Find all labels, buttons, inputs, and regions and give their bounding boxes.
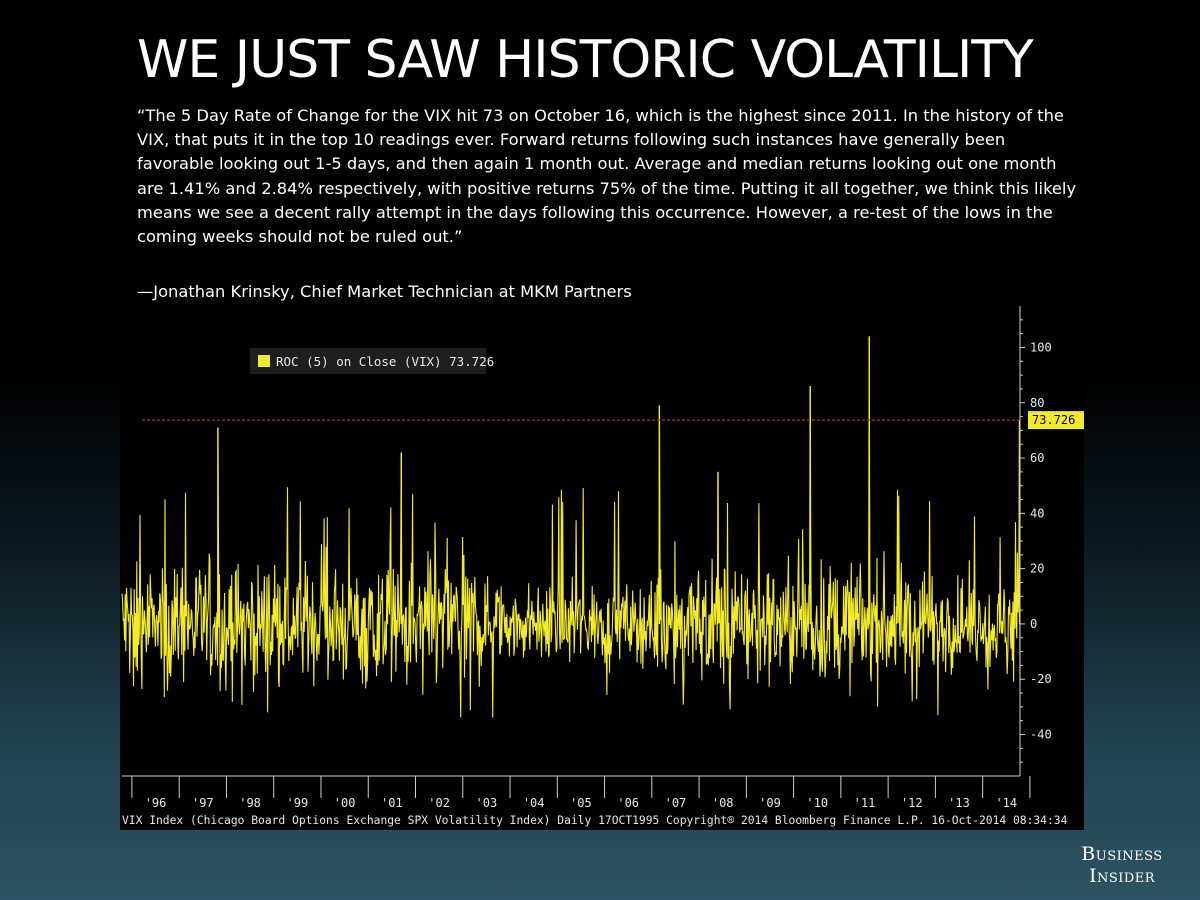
- roc-series-line: [121, 336, 1021, 718]
- x-tick-label: '14: [995, 796, 1017, 810]
- current-value-badge: 73.726: [1028, 411, 1084, 430]
- x-tick-label: '97: [192, 796, 214, 810]
- logo-text: Business Insider: [1081, 843, 1163, 887]
- x-tick-label: '13: [948, 796, 970, 810]
- x-tick-label: '00: [334, 796, 356, 810]
- x-tick-label: '01: [381, 796, 403, 810]
- quote-attribution: —Jonathan Krinsky, Chief Market Technici…: [137, 282, 632, 301]
- x-tick-label: '12: [901, 796, 923, 810]
- y-tick-label: -20: [1030, 672, 1052, 686]
- x-tick-label: '06: [617, 796, 639, 810]
- x-tick-label: '09: [759, 796, 781, 810]
- y-tick-label: 0: [1030, 617, 1037, 631]
- x-tick-label: '05: [570, 796, 592, 810]
- y-tick-label: 80: [1030, 396, 1044, 410]
- slide-title: WE JUST SAW HISTORIC VOLATILITY: [137, 30, 1034, 90]
- vix-roc-chart: 100 80 60 40 20 0 -20 -40 '96 '97 '98 '99 '00 '01 '02…: [120, 306, 1084, 830]
- legend-swatch: [258, 355, 270, 367]
- x-tick-label: '10: [806, 796, 828, 810]
- legend-label: ROC (5) on Close (VIX) 73.726: [276, 354, 494, 369]
- x-tick-label: '08: [712, 796, 734, 810]
- x-tick-label: '04: [523, 796, 545, 810]
- x-tick-label: '98: [239, 796, 261, 810]
- chart-canvas: 100 80 60 40 20 0 -20 -40 '96 '97 '98 '99 '00 '01 '02…: [121, 306, 1084, 827]
- y-tick-label: -40: [1030, 728, 1052, 742]
- y-tick-label: 40: [1030, 506, 1044, 520]
- x-tick-label: '11: [854, 796, 876, 810]
- x-tick-label: '02: [428, 796, 450, 810]
- y-tick-label: 60: [1030, 451, 1044, 465]
- x-tick-label: '99: [287, 796, 309, 810]
- legend: ROC (5) on Close (VIX) 73.726: [250, 348, 494, 374]
- x-tick-label: '03: [476, 796, 498, 810]
- x-axis: '96 '97 '98 '99 '00 '01 '02 '03 '04 '05 '06 '07 '08 '…: [122, 775, 1031, 810]
- x-tick-label: '96: [145, 796, 167, 810]
- y-tick-label: 100: [1030, 340, 1052, 354]
- quote-text: “The 5 Day Rate of Change for the VIX hi…: [137, 106, 1077, 247]
- y-axis: 100 80 60 40 20 0 -20 -40: [1019, 306, 1052, 776]
- y-tick-label: 20: [1030, 562, 1044, 576]
- business-insider-logo: Business Insider: [1070, 843, 1174, 887]
- current-value-label: 73.726: [1032, 413, 1075, 427]
- roc-series: [121, 336, 1021, 718]
- x-tick-label: '07: [665, 796, 687, 810]
- chart-footer: VIX Index (Chicago Board Options Exchang…: [122, 814, 1068, 827]
